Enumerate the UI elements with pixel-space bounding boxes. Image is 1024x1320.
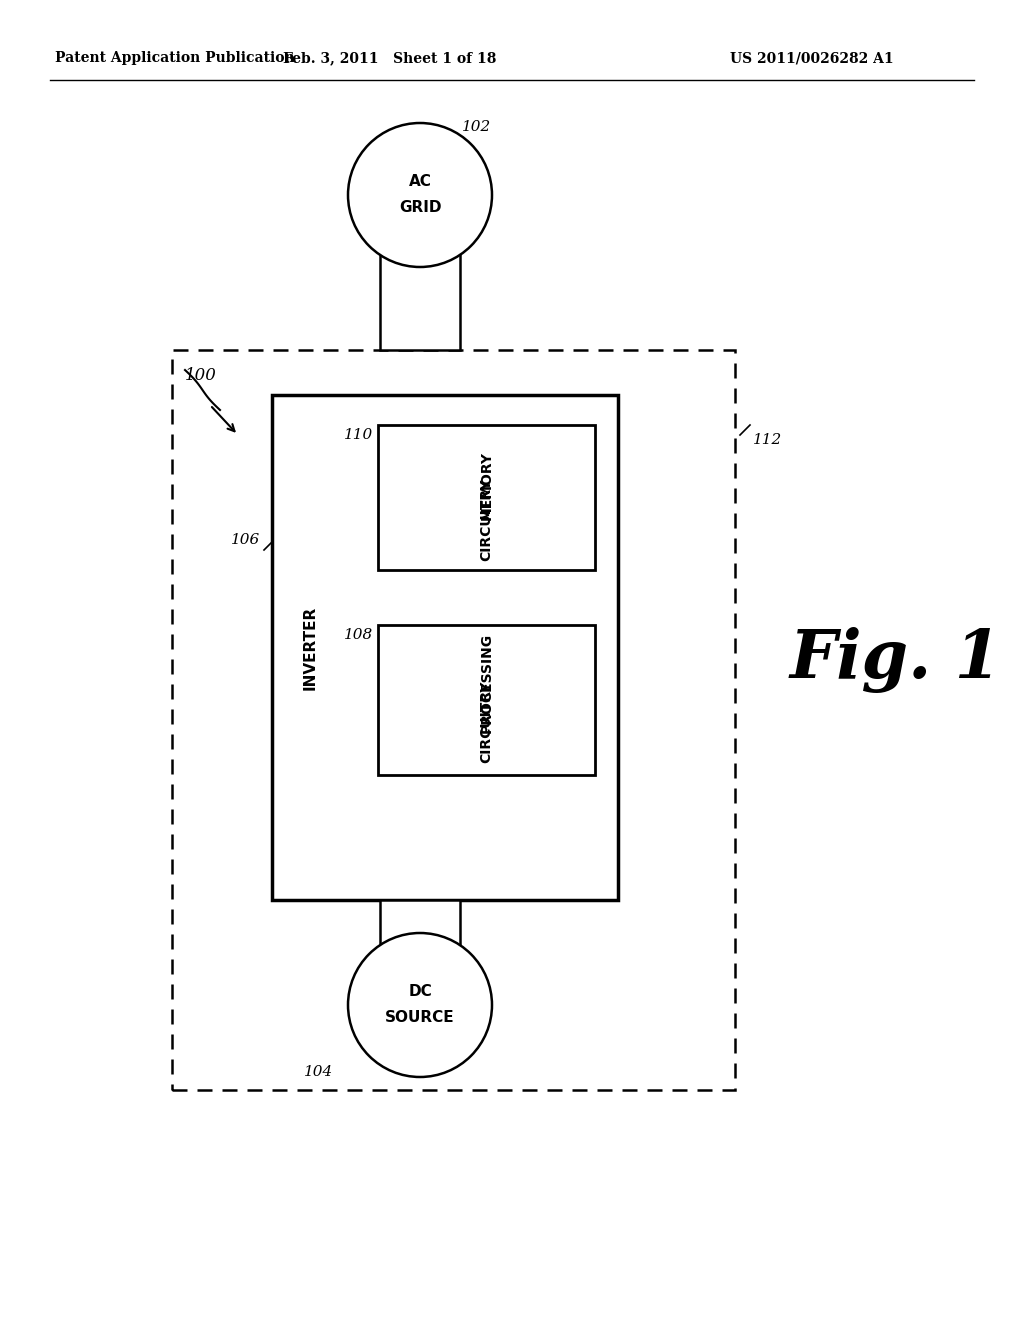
Text: INVERTER: INVERTER	[302, 606, 317, 689]
Bar	[380, 900, 460, 1005]
Ellipse shape	[348, 123, 492, 267]
Bar	[272, 395, 618, 900]
Text: 112: 112	[753, 433, 782, 447]
Bar	[380, 195, 460, 350]
Bar	[378, 425, 595, 570]
Text: US 2011/0026282 A1: US 2011/0026282 A1	[730, 51, 894, 65]
Ellipse shape	[348, 933, 492, 1077]
Text: Feb. 3, 2011   Sheet 1 of 18: Feb. 3, 2011 Sheet 1 of 18	[284, 51, 497, 65]
Bar	[172, 350, 735, 1090]
Text: 102: 102	[462, 120, 492, 135]
Text: 110: 110	[344, 428, 373, 442]
Text: CIRCUITRY: CIRCUITRY	[479, 478, 494, 561]
Bar	[378, 624, 595, 775]
Text: Fig. 1: Fig. 1	[790, 627, 1002, 693]
Text: AC: AC	[409, 174, 431, 190]
Text: MEMORY: MEMORY	[479, 451, 494, 520]
Text: GRID: GRID	[398, 201, 441, 215]
Text: 104: 104	[304, 1065, 333, 1078]
Text: 106: 106	[230, 533, 260, 546]
Text: 108: 108	[344, 628, 373, 642]
Text: Patent Application Publication: Patent Application Publication	[55, 51, 295, 65]
Text: SOURCE: SOURCE	[385, 1011, 455, 1026]
Text: DC: DC	[409, 985, 432, 999]
Text: CIRCUITRY: CIRCUITRY	[479, 681, 494, 763]
Text: PROCESSING: PROCESSING	[479, 632, 494, 733]
Text: 100: 100	[185, 367, 217, 384]
